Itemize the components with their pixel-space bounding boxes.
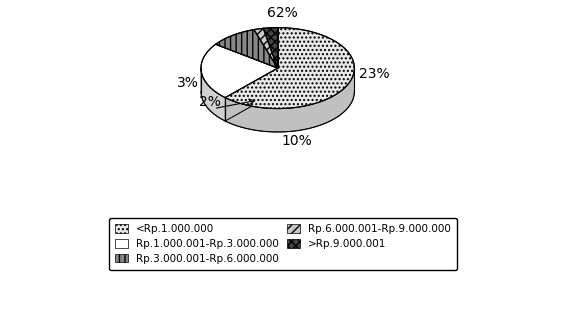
Polygon shape [254,28,278,68]
Text: 62%: 62% [267,6,297,20]
Polygon shape [201,68,225,121]
Text: 10%: 10% [281,134,312,148]
Text: 3%: 3% [177,76,199,90]
Polygon shape [216,30,278,68]
Polygon shape [201,44,278,97]
Text: 23%: 23% [359,67,389,82]
Legend: <Rp.1.000.000, Rp.1.000.001-Rp.3.000.000, Rp.3.000.001-Rp.6.000.000, Rp.6.000.00: <Rp.1.000.000, Rp.1.000.001-Rp.3.000.000… [109,218,457,270]
Text: 2%: 2% [199,95,220,109]
Polygon shape [225,28,354,109]
Polygon shape [225,69,354,132]
Polygon shape [263,28,278,68]
